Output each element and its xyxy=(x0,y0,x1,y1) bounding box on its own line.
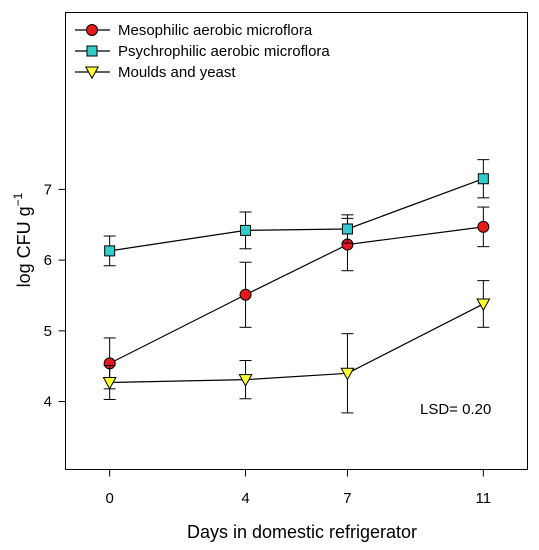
y-tick-label: 7 xyxy=(44,181,52,198)
x-tick-label: 7 xyxy=(343,490,351,507)
y-tick-label: 4 xyxy=(44,394,52,411)
data-point xyxy=(102,376,117,390)
plot-frame xyxy=(65,12,528,470)
series-line xyxy=(109,178,484,252)
x-tick-label: 11 xyxy=(476,490,492,507)
series-2 xyxy=(103,159,490,267)
x-tick-label: 4 xyxy=(241,490,249,507)
legend-marker xyxy=(84,66,100,80)
legend-label: Moulds and yeast xyxy=(118,64,236,81)
data-point xyxy=(238,374,253,387)
legend-marker xyxy=(86,45,98,57)
x-tick-label: 0 xyxy=(105,490,113,507)
data-point xyxy=(477,173,489,185)
y-tick-label: 6 xyxy=(44,252,52,269)
y-tick-label: 5 xyxy=(44,323,52,340)
x-axis-ticks: 0 4 7 11 xyxy=(105,469,492,507)
data-point xyxy=(240,224,252,236)
data-point xyxy=(477,220,490,233)
data-point xyxy=(476,298,491,312)
y-axis-label-main: log CFU g xyxy=(14,206,34,287)
lsd-annotation: LSD= 0.20 xyxy=(420,401,491,418)
legend-label: Psychrophilic aerobic microflora xyxy=(118,43,330,60)
legend: Mesophilic aerobic microflora Psychrophil… xyxy=(75,22,330,81)
y-axis-ticks: 4 5 6 7 xyxy=(44,181,66,411)
series-line xyxy=(109,303,484,384)
series-1 xyxy=(103,206,490,390)
series-line xyxy=(109,226,484,364)
series-layer xyxy=(102,159,491,414)
legend-label: Mesophilic aerobic microflora xyxy=(118,22,313,39)
legend-marker xyxy=(86,24,98,36)
data-point xyxy=(239,288,252,301)
y-axis-label: log CFU g−1 xyxy=(11,192,34,287)
series-3 xyxy=(102,280,491,414)
y-axis-label-exponent: −1 xyxy=(11,192,25,206)
data-point xyxy=(104,245,116,257)
data-point xyxy=(340,367,355,381)
data-point xyxy=(341,223,353,235)
x-axis-label: Days in domestic refrigerator xyxy=(187,522,417,542)
